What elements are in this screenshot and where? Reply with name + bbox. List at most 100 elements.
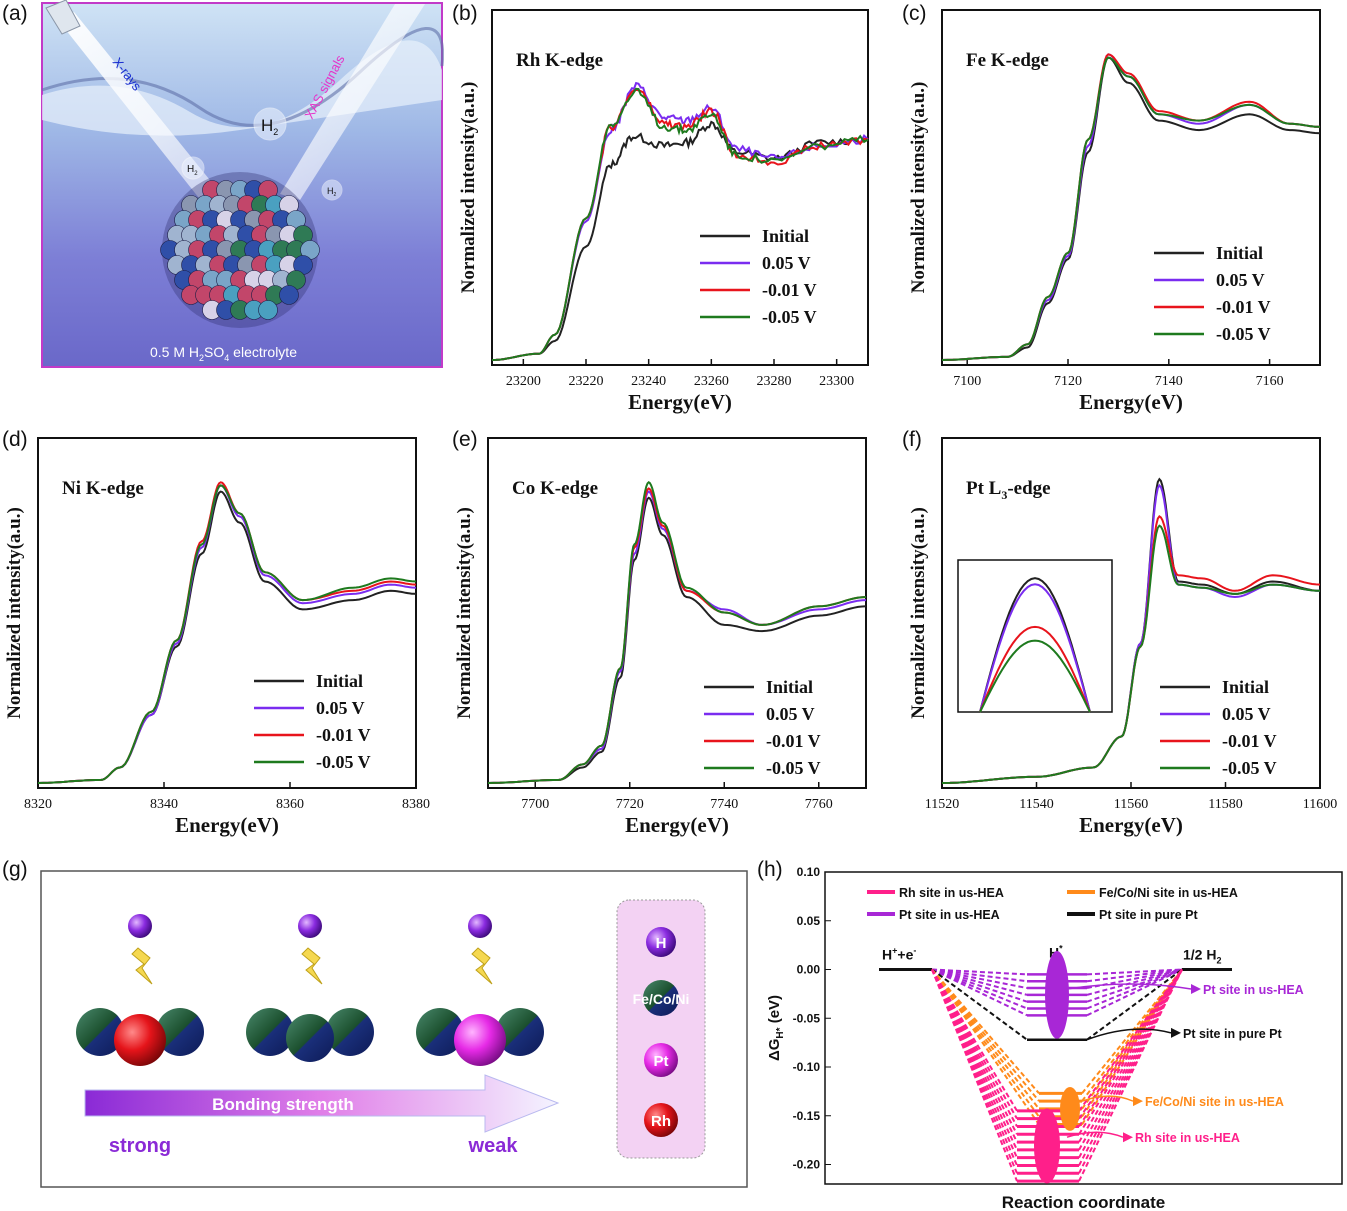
annotation-arrow: [1066, 983, 1192, 990]
y-axis-label: Normalized intensity(a.u.): [458, 82, 479, 294]
x-tick-label: 8320: [24, 797, 52, 812]
fe-hea-connector: [1081, 968, 1183, 1110]
element-key-atom: [643, 980, 679, 1016]
pt-hea-connector: [1086, 968, 1183, 996]
legend-entry: 0.05 V: [762, 253, 811, 273]
element-key-label: H: [656, 935, 667, 952]
annotation-arrow: [1066, 1131, 1124, 1138]
rh-hea-cluster: [1034, 1108, 1060, 1184]
x-axis-label: Reaction coordinate: [1002, 1193, 1165, 1210]
legend-entry: -0.01 V: [316, 725, 371, 745]
plot-frame: [824, 871, 1343, 1185]
x-tick-label: 23240: [631, 374, 666, 389]
legend-entry: Initial: [316, 671, 363, 691]
rh-hea-connector: [931, 969, 1018, 1159]
plot-frame: [941, 9, 1321, 366]
nanoparticle-atom: [258, 300, 278, 320]
initial-state-label: H++e-: [882, 946, 916, 963]
h-atom: [128, 914, 152, 938]
annotation-arrowhead: [1133, 1096, 1143, 1107]
inset-series-line: [979, 625, 1091, 713]
chart-fe-k-edge: 7100 7120 7140 7160 Energy(eV) Normalized int…: [908, 9, 1321, 414]
legend-entry: Pt site in pure Pt: [1099, 908, 1198, 922]
x-tick-label: 11600: [1303, 797, 1337, 812]
rh-hea-connector: [1078, 968, 1183, 1143]
panel-letter-d: (d): [2, 428, 28, 451]
chart-title: Pt L3-edge: [966, 478, 1051, 502]
legend-entry: Initial: [1222, 677, 1269, 697]
fe-hea-connector: [931, 968, 1040, 1126]
rh-hea-connector: [1078, 968, 1183, 1120]
chart-title: Co K-edge: [512, 478, 598, 499]
chart-title: Fe K-edge: [966, 50, 1049, 71]
pt-hea-connector: [931, 968, 1028, 1003]
x-tick-label: 23200: [506, 374, 541, 389]
y-axis-label: Normalized intensity(a.u.): [4, 507, 25, 719]
lightning-icon: [131, 947, 153, 985]
annotation-arrow: [1081, 1095, 1134, 1102]
pt-hea-cluster: [1045, 950, 1069, 1039]
legend-entry: -0.05 V: [1216, 324, 1271, 344]
y-tick-label: 0.10: [797, 865, 821, 879]
x-axis-label: Energy(eV): [628, 390, 732, 414]
electrolyte-label: 0.5 M H2SO4 electrolyte: [150, 344, 297, 363]
annotation-label: Rh site in us-HEA: [1135, 1131, 1240, 1145]
chart-rh-k-edge: 23200 23220 23240 23260 23280 23300 Energy(eV)…: [458, 9, 869, 414]
annotation-label: Pt site in us-HEA: [1203, 983, 1304, 997]
pt-hea-connector: [1086, 968, 1183, 1003]
legend-entry: 0.05 V: [766, 704, 815, 724]
series-line-4: [941, 56, 1321, 361]
legend-entry: 0.05 V: [316, 698, 365, 718]
bonding-strength-arrow: [84, 1074, 560, 1133]
pt-hea-connector: [1086, 968, 1183, 1010]
x-tick-label: 7740: [710, 797, 738, 812]
h-atom: [298, 914, 322, 938]
legend-entry: Initial: [766, 677, 813, 697]
h-atom: [468, 914, 492, 938]
pt-hea-connector: [931, 968, 1028, 990]
nanoparticle-atom: [279, 285, 299, 305]
legend-entry: -0.01 V: [766, 731, 821, 751]
free-energy-diagram: 0.10 0.05 0.00 -0.05 -0.10 -0.15 -0.20 ΔGH* (eV…: [766, 865, 1343, 1210]
element-key-atom: [644, 1043, 678, 1077]
h2-bubble: [253, 107, 287, 141]
legend-entry: 0.05 V: [1222, 704, 1271, 724]
x-tick-label: 8360: [276, 797, 304, 812]
x-axis-label: Energy(eV): [1079, 813, 1183, 837]
inset-series-line: [979, 639, 1091, 713]
inset-frame: [957, 559, 1113, 713]
legend-entry: Fe/Co/Ni site in us-HEA: [1099, 886, 1238, 900]
fe-co-ni-atom: [286, 1014, 334, 1062]
h2-bubble-label: H2: [261, 116, 278, 137]
x-tick-label: 7100: [953, 374, 981, 389]
rh-hea-connector: [1078, 969, 1183, 1182]
element-key-label: Fe/Co/Ni: [633, 991, 690, 1007]
annotation-arrowhead: [1191, 984, 1201, 994]
y-axis-label: Normalized intensity(a.u.): [908, 82, 929, 294]
x-tick-label: 7700: [521, 797, 549, 812]
panel-letter-a: (a): [2, 2, 28, 25]
series-line-4: [941, 524, 1321, 784]
element-key-box: [616, 899, 706, 1159]
x-tick-label: 7120: [1054, 374, 1082, 389]
legend-entry: -0.05 V: [316, 752, 371, 772]
pt-hea-connector: [931, 968, 1028, 976]
y-tick-label: -0.05: [793, 1011, 821, 1025]
x-tick-label: 7760: [805, 797, 833, 812]
annotation-label: Pt site in pure Pt: [1183, 1027, 1282, 1041]
fe-hea-connector: [931, 968, 1040, 1118]
chart-co-k-edge: 7700 7720 7740 7760 Energy(eV) Normalized int…: [454, 437, 867, 837]
legend-entry: -0.05 V: [762, 307, 817, 327]
chart-pt-l3-edge: 11520 11540 11560 11580 11600 Energy(eV) Norma…: [908, 437, 1337, 837]
x-tick-label: 11560: [1114, 797, 1148, 812]
h2-bubble-right: [321, 179, 343, 201]
x-tick-label: 23300: [819, 374, 854, 389]
pt-hea-connector: [931, 968, 1028, 1010]
legend-entry: Rh site in us-HEA: [899, 886, 1004, 900]
x-tick-label: 7140: [1155, 374, 1183, 389]
x-axis-label: Energy(eV): [625, 813, 729, 837]
element-key-label: Rh: [651, 1113, 671, 1130]
fe-co-ni-atom: [496, 1008, 544, 1056]
element-key-atom: [646, 927, 676, 957]
chart-title: Ni K-edge: [62, 478, 144, 499]
